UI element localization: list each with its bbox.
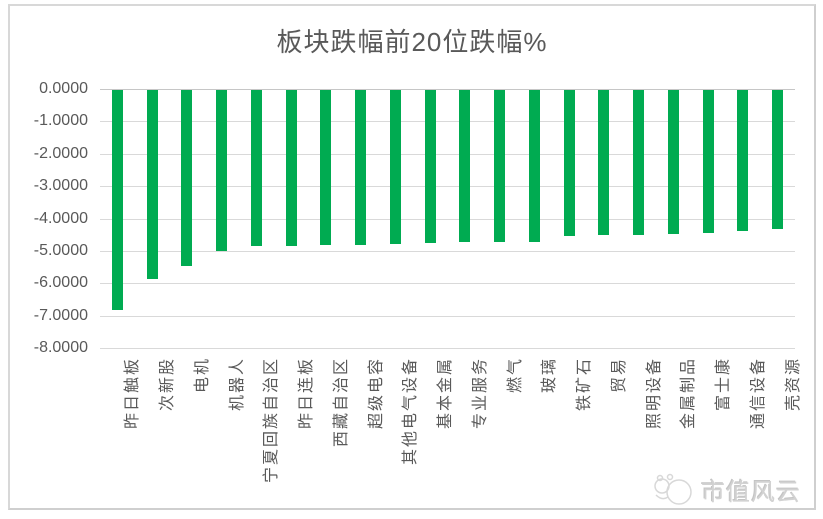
y-axis-label: 0.0000 — [39, 80, 88, 97]
y-axis-label: -2.0000 — [33, 144, 88, 162]
chart-bar — [216, 90, 228, 251]
chart-bar — [181, 90, 193, 267]
chart-bar — [528, 90, 540, 242]
x-axis-label: 玻璃 — [541, 357, 559, 394]
x-axis-label: 壳资源 — [784, 357, 802, 412]
chart-bar — [633, 90, 645, 236]
chart-bar — [598, 90, 610, 236]
chart-bar — [250, 90, 262, 247]
chart-bar — [389, 90, 401, 245]
gridline — [100, 121, 795, 123]
chart-bar — [111, 90, 123, 310]
x-axis-label: 铁矿石 — [576, 357, 594, 412]
watermark-label: 市值风云 — [701, 479, 801, 506]
zero-axis-line — [100, 89, 795, 90]
x-axis-label: 专业服务 — [471, 357, 489, 430]
chart-bar — [737, 90, 749, 231]
x-axis-label: 通信设备 — [749, 357, 767, 430]
gridline — [100, 315, 795, 317]
x-axis-label: 宁夏回族自治区 — [263, 357, 281, 484]
chart-bar — [702, 90, 714, 234]
y-axis-label: -8.0000 — [33, 339, 88, 356]
x-axis-label: 昨日连板 — [298, 357, 316, 430]
y-axis-label: -6.0000 — [33, 274, 88, 292]
y-axis-label: -1.0000 — [33, 112, 88, 130]
chart-bar — [146, 90, 158, 280]
cloud-logo-icon — [654, 473, 692, 505]
x-axis-label: 富士康 — [715, 357, 733, 412]
x-axis-label: 机器人 — [228, 357, 246, 412]
gridline — [100, 186, 795, 188]
x-axis-label: 照明设备 — [645, 357, 663, 430]
x-axis-label: 电机 — [193, 357, 211, 394]
y-axis-label: -4.0000 — [33, 209, 88, 227]
x-axis-label: 次新股 — [159, 357, 177, 412]
gridline — [100, 218, 795, 220]
chart-bar — [772, 90, 784, 230]
x-axis-label: 昨日触板 — [124, 357, 142, 430]
chart-bar — [494, 90, 506, 243]
chart-frame — [8, 4, 816, 510]
y-axis-label: -3.0000 — [33, 177, 88, 195]
x-axis-label: 超级电容 — [367, 357, 385, 430]
x-axis-label: 基本金属 — [437, 357, 455, 430]
x-axis-label: 西藏自治区 — [332, 357, 350, 448]
watermark: 市值风云 — [650, 472, 801, 507]
chart-bar — [459, 90, 471, 243]
chart-bar — [285, 90, 297, 247]
chart-bar — [355, 90, 367, 246]
x-axis-label: 燃气 — [506, 357, 524, 394]
chart-bar — [667, 90, 679, 235]
chart-bar — [320, 90, 332, 246]
x-axis-label: 其他电气设备 — [402, 357, 420, 466]
y-axis-label: -5.0000 — [33, 241, 88, 259]
gridline — [100, 348, 795, 349]
chart-bar — [563, 90, 575, 236]
chart-bar — [424, 90, 436, 244]
y-axis-label: -7.0000 — [33, 306, 88, 324]
chart-title: 板块跌幅前20位跌幅% — [276, 27, 548, 57]
gridline — [100, 283, 795, 285]
gridline — [100, 250, 795, 252]
x-axis-label: 金属制品 — [680, 357, 698, 430]
gridline — [100, 153, 795, 155]
x-axis-label: 贸易 — [610, 357, 628, 394]
